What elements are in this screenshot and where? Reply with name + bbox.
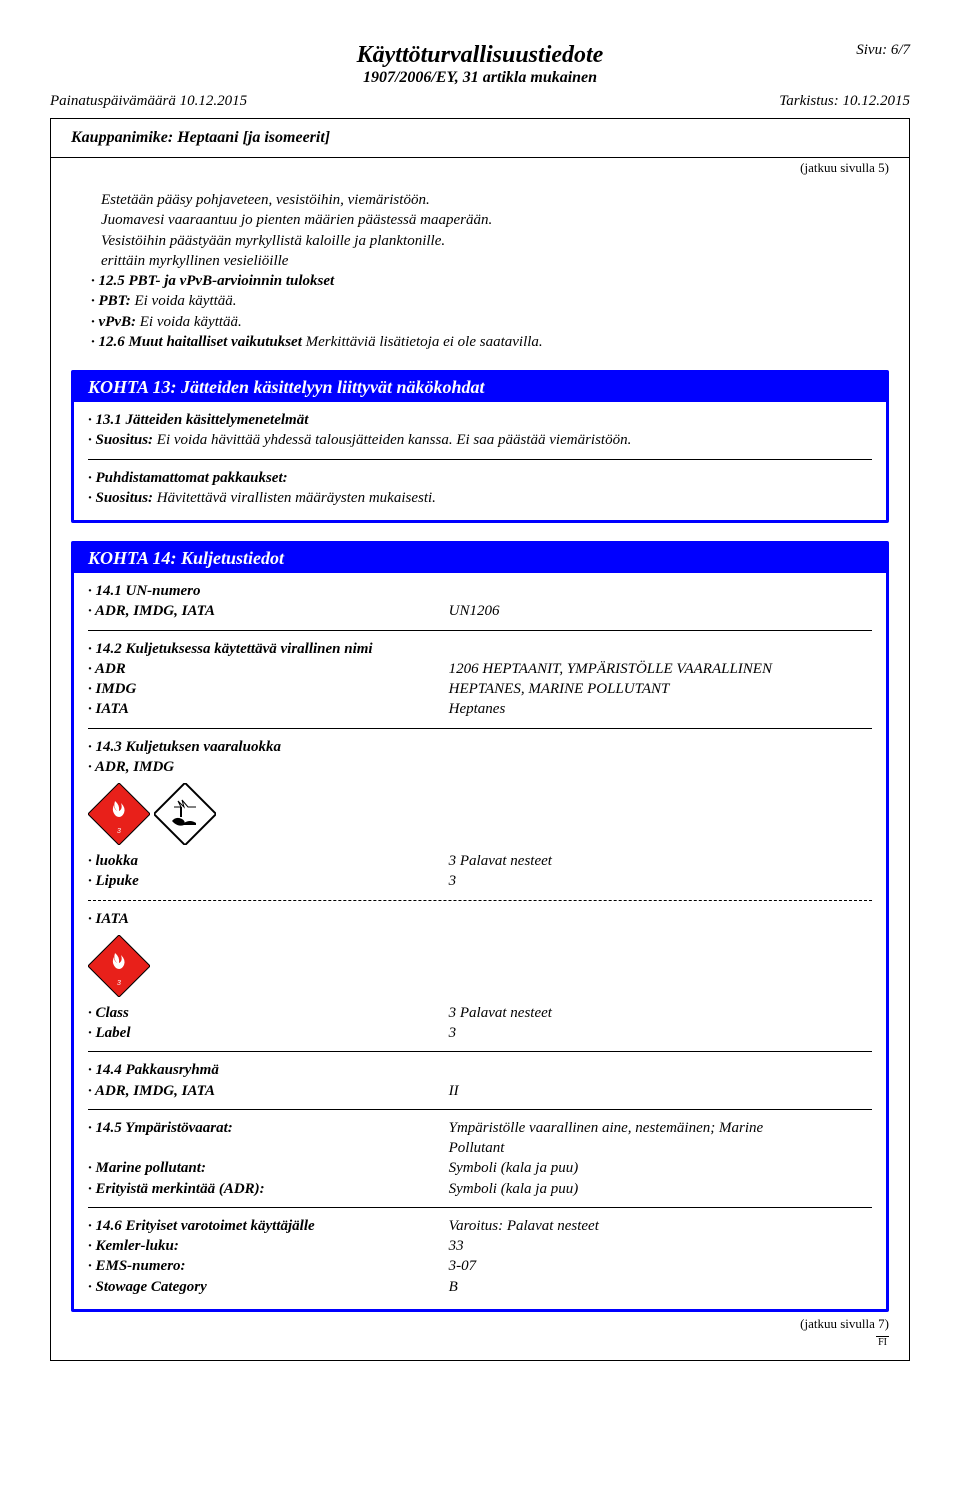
pg-value: II <box>449 1081 872 1101</box>
flammable-diamond-icon: 3 <box>88 935 150 997</box>
divider <box>88 728 872 729</box>
iata-only-label: · IATA <box>88 909 872 929</box>
trade-name: Kauppanimike: Heptaani [ja isomeerit] <box>51 129 909 158</box>
iata-value: Heptanes <box>449 699 872 719</box>
kemler-label: · Kemler-luku: <box>88 1236 449 1256</box>
sec14-5-value1: Ympäristölle vaarallinen aine, nestemäin… <box>449 1118 872 1138</box>
sec14-5-label: · 14.5 Ympäristövaarat: <box>88 1118 449 1159</box>
adr-imdg-label: · ADR, IMDG <box>88 757 872 777</box>
stowage-value: B <box>449 1277 872 1297</box>
environment-diamond-icon <box>154 783 216 845</box>
luokka-value: 3 Palavat nesteet <box>449 851 872 871</box>
iata-label: · IATA <box>88 699 449 719</box>
erityista-label: · Erityistä merkintää (ADR): <box>88 1179 449 1199</box>
page-number: Sivu: 6/7 <box>856 42 910 59</box>
section-13-title: KOHTA 13: Jätteiden käsittelyyn liittyvä… <box>74 373 886 402</box>
main-content-box: Kauppanimike: Heptaani [ja isomeerit] (j… <box>50 118 910 1361</box>
vpvb-label: · vPvB: <box>91 314 136 330</box>
divider <box>88 1207 872 1208</box>
hazard-pictograms-adr: 3 <box>88 783 872 845</box>
continued-to-note: (jatkuu sivulla 7) <box>51 1316 909 1332</box>
stowage-label: · Stowage Category <box>88 1277 449 1297</box>
label-label: · Label <box>88 1023 449 1043</box>
sec13-rec1-label: · Suositus: <box>88 432 153 448</box>
adr-value: 1206 HEPTAANIT, YMPÄRISTÖLLE VAARALLINEN <box>449 659 872 679</box>
imdg-label: · IMDG <box>88 679 449 699</box>
un-number: UN1206 <box>449 601 872 621</box>
section-14-box: KOHTA 14: Kuljetustiedot · 14.1 UN-numer… <box>71 541 889 1312</box>
sec12-line4: erittäin myrkyllinen vesieliöille <box>101 251 889 271</box>
header-dates-row: Painatuspäivämäärä 10.12.2015 Tarkistus:… <box>50 93 910 110</box>
section-13-body: · 13.1 Jätteiden käsittelymenetelmät · S… <box>74 402 886 520</box>
section-14-title: KOHTA 14: Kuljetustiedot <box>74 544 886 573</box>
sec13-rec2-label: · Suositus: <box>88 490 153 506</box>
sec14-2-title: · 14.2 Kuljetuksessa käytettävä virallin… <box>88 639 872 659</box>
divider <box>88 459 872 460</box>
class-value: 3 Palavat nesteet <box>449 1003 872 1023</box>
divider <box>88 630 872 631</box>
sec14-6-title: · 14.6 Erityiset varotoimet käyttäjälle <box>88 1216 449 1236</box>
sec13-1-title: · 13.1 Jätteiden käsittelymenetelmät <box>88 410 872 430</box>
section-13-box: KOHTA 13: Jätteiden käsittelyyn liittyvä… <box>71 370 889 523</box>
lipuke-label: · Lipuke <box>88 871 449 891</box>
sec12-line1: Estetään pääsy pohjaveteen, vesistöihin,… <box>101 190 889 210</box>
sec13-pak-label: · Puhdistamattomat pakkaukset: <box>88 468 872 488</box>
locale-fi: FI <box>876 1336 889 1348</box>
hazard-pictograms-iata: 3 <box>88 935 872 997</box>
flammable-diamond-icon: 3 <box>88 783 150 845</box>
sec14-4-title: · 14.4 Pakkausryhmä <box>88 1060 872 1080</box>
sec14-5-value2: Pollutant <box>449 1138 872 1158</box>
svg-text:3: 3 <box>117 980 121 987</box>
divider <box>88 1051 872 1052</box>
sec12-line3: Vesistöihin päästyään myrkyllistä kaloil… <box>101 231 889 251</box>
marine-pollutant-label: · Marine pollutant: <box>88 1158 449 1178</box>
document-title: Käyttöturvallisuustiedote <box>50 42 910 69</box>
divider <box>88 1109 872 1110</box>
lipuke-value: 3 <box>449 871 872 891</box>
ems-label: · EMS-numero: <box>88 1256 449 1276</box>
sec12-line2: Juomavesi vaaraantuu jo pienten määrien … <box>101 210 889 230</box>
document-subtitle: 1907/2006/EY, 31 artikla mukainen <box>50 69 910 87</box>
sec14-3-title: · 14.3 Kuljetuksen vaaraluokka <box>88 737 872 757</box>
adr-label: · ADR <box>88 659 449 679</box>
sec13-rec1-text: Ei voida hävittää yhdessä talousjätteide… <box>153 432 631 448</box>
erityista-value: Symboli (kala ja puu) <box>449 1179 872 1199</box>
adr-imdg-iata-label: · ADR, IMDG, IATA <box>88 601 449 621</box>
section-12-continuation: Estetään pääsy pohjaveteen, vesistöihin,… <box>51 176 909 352</box>
marine-pollutant-value: Symboli (kala ja puu) <box>449 1158 872 1178</box>
dashed-divider <box>88 900 872 901</box>
imdg-value: HEPTANES, MARINE POLLUTANT <box>449 679 872 699</box>
revision-date: Tarkistus: 10.12.2015 <box>779 93 910 110</box>
sec12-6-label: · 12.6 Muut haitalliset vaikutukset <box>91 334 302 350</box>
section-14-body: · 14.1 UN-numero · ADR, IMDG, IATA UN120… <box>74 573 886 1309</box>
sec14-1-title: · 14.1 UN-numero <box>88 581 872 601</box>
svg-text:3: 3 <box>117 828 121 835</box>
print-date: Painatuspäivämäärä 10.12.2015 <box>50 93 247 110</box>
continued-from-note: (jatkuu sivulla 5) <box>51 160 909 176</box>
kemler-value: 33 <box>449 1236 872 1256</box>
pg-label: · ADR, IMDG, IATA <box>88 1081 449 1101</box>
class-label: · Class <box>88 1003 449 1023</box>
pbt-label: · PBT: <box>91 293 131 309</box>
label-value: 3 <box>449 1023 872 1043</box>
pbt-value: Ei voida käyttää. <box>131 293 237 309</box>
ems-value: 3-07 <box>449 1256 872 1276</box>
page-header: Sivu: 6/7 Käyttöturvallisuustiedote 1907… <box>50 42 910 110</box>
sec12-5-title: · 12.5 PBT- ja vPvB-arvioinnin tulokset <box>91 271 889 291</box>
sec13-rec2-text: Hävitettävä virallisten määräysten mukai… <box>153 490 436 506</box>
sec14-6-value: Varoitus: Palavat nesteet <box>449 1216 872 1236</box>
sec12-6-value: Merkittäviä lisätietoja ei ole saatavill… <box>302 334 543 350</box>
luokka-label: · luokka <box>88 851 449 871</box>
vpvb-value: Ei voida käyttää. <box>136 314 242 330</box>
